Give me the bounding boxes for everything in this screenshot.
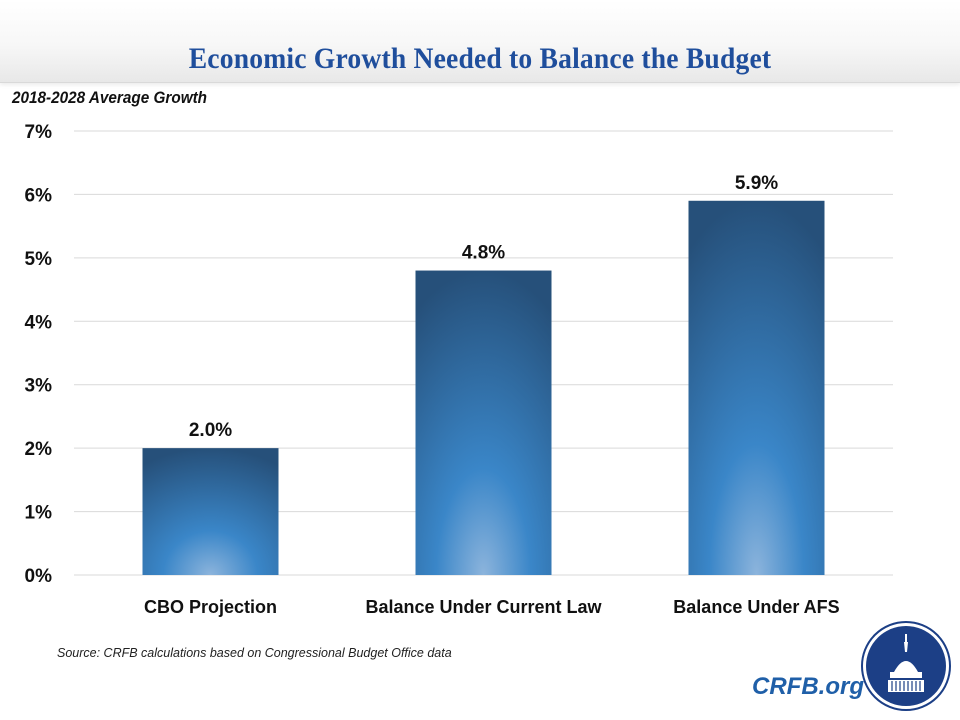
y-tick-label: 7%: [25, 122, 53, 143]
capitol-dome-icon: [861, 621, 951, 711]
y-tick-label: 1%: [25, 503, 53, 524]
header-band: [0, 0, 960, 83]
y-tick-label: 3%: [25, 376, 53, 397]
data-label: 5.9%: [735, 173, 778, 194]
bar: [142, 448, 279, 575]
y-tick-label: 5%: [25, 249, 53, 270]
x-axis-ticks: CBO Projection Balance Under Current Law B…: [144, 597, 840, 617]
y-tick-label: 2%: [25, 439, 53, 460]
y-tick-label: 4%: [25, 312, 53, 333]
x-tick-label: CBO Projection: [144, 597, 277, 617]
bar: [415, 270, 552, 575]
brand-link[interactable]: CRFB.org: [752, 673, 864, 700]
y-axis-ticks: 0% 1% 2% 3% 4% 5% 6% 7%: [25, 122, 53, 587]
chart-title: Economic Growth Needed to Balance the Bu…: [188, 42, 772, 75]
bar: [688, 200, 825, 575]
data-label: 4.8%: [462, 243, 505, 264]
x-tick-label: Balance Under AFS: [673, 597, 839, 617]
source-note: Source: CRFB calculations based on Congr…: [57, 646, 452, 660]
x-tick-label: Balance Under Current Law: [365, 597, 602, 617]
y-tick-label: 6%: [25, 185, 53, 206]
data-labels: 2.0% 4.8% 5.9%: [189, 173, 778, 441]
y-tick-label: 0%: [25, 566, 53, 587]
chart-subtitle: 2018-2028 Average Growth: [12, 88, 208, 107]
data-label: 2.0%: [189, 420, 232, 441]
bars: [142, 200, 825, 575]
